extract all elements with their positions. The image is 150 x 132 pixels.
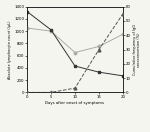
Y-axis label: Cumulative frequency of IgG
seroconversion (%): Cumulative frequency of IgG seroconversi… bbox=[133, 24, 141, 75]
Y-axis label: Absolute lymphocyte count (/µL): Absolute lymphocyte count (/µL) bbox=[8, 20, 12, 79]
X-axis label: Days after onset of symptoms: Days after onset of symptoms bbox=[45, 101, 105, 105]
